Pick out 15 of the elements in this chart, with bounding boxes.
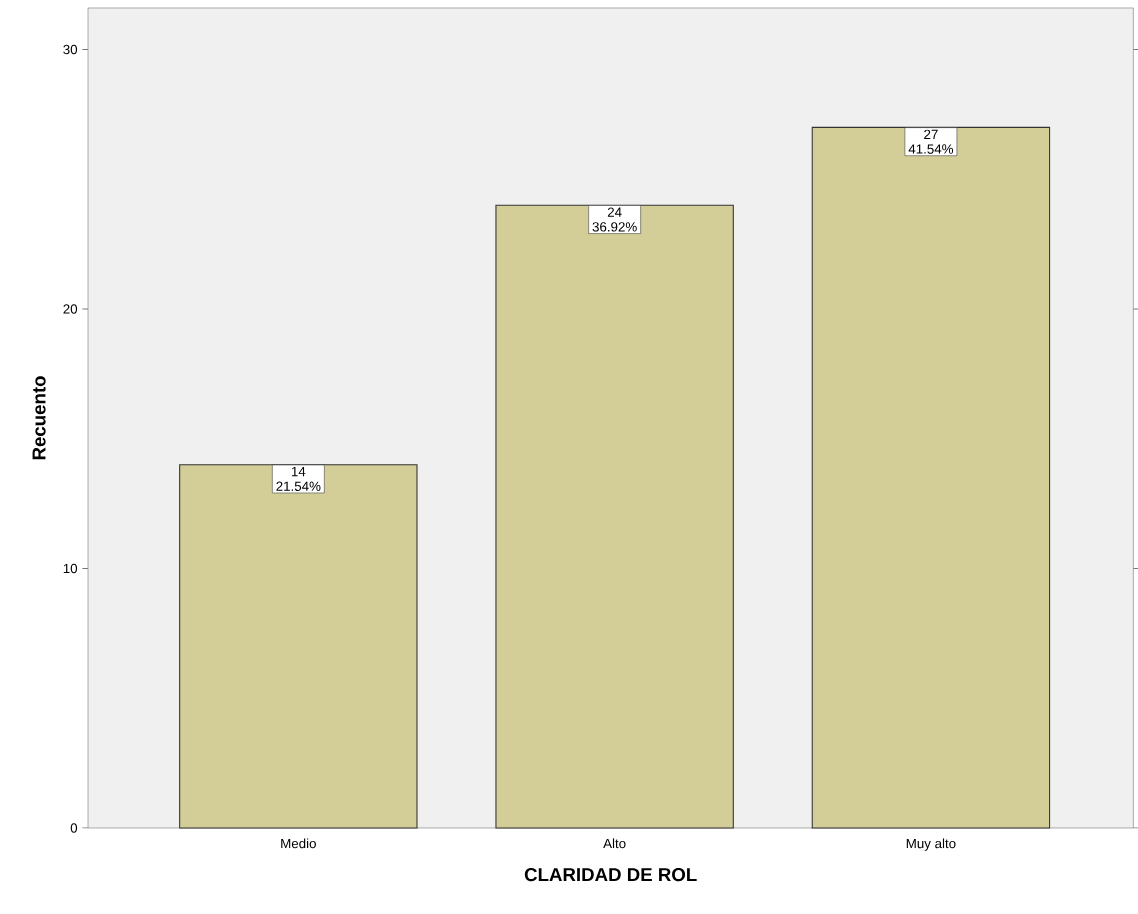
- x-tick-label: Medio: [281, 838, 316, 849]
- y-tick-label: 0: [70, 823, 78, 833]
- y-tick-label: 10: [63, 563, 78, 574]
- data-label: 14 21.54%: [276, 466, 321, 491]
- y-tick-label: 30: [63, 44, 78, 55]
- y-tick-label: 20: [63, 304, 78, 314]
- x-axis-title: CLARIDAD DE ROL: [524, 867, 697, 882]
- bar: [811, 126, 1051, 829]
- data-label: 24 36.92%: [592, 207, 637, 232]
- x-tick-label: Muy alto: [906, 838, 956, 851]
- data-label: 27 41.54%: [908, 129, 954, 154]
- x-tick-label: Alto: [603, 838, 626, 849]
- bar: [179, 464, 418, 829]
- bar: [495, 204, 734, 829]
- y-axis-title: Recuento: [32, 376, 46, 460]
